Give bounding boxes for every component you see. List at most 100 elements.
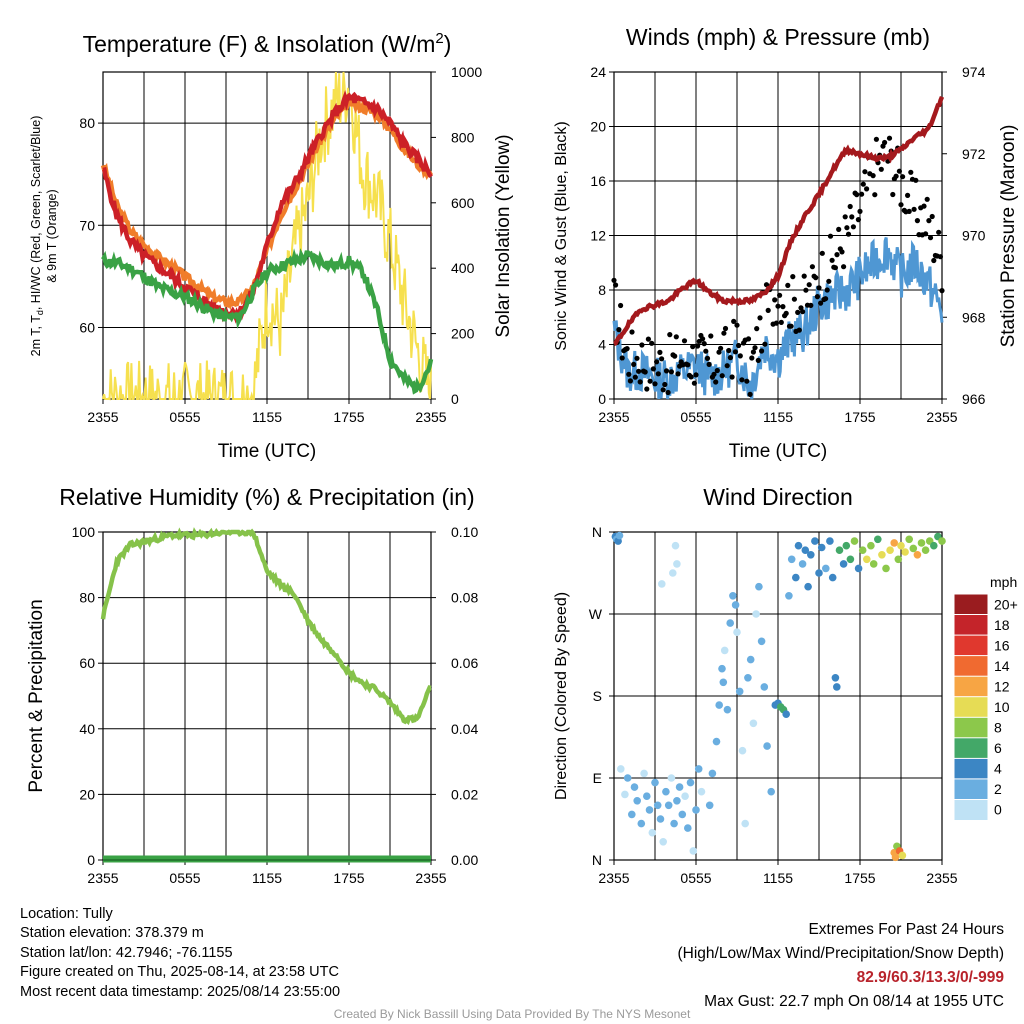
gust-point <box>834 252 840 258</box>
direction-point <box>831 674 840 682</box>
x-tick-label: 2355 <box>926 409 957 425</box>
station-elevation: Station elevation: 378.379 m <box>20 925 204 942</box>
gust-point <box>800 309 806 315</box>
gust-point <box>668 369 675 375</box>
direction-point <box>839 560 848 568</box>
x-tick-label: 2355 <box>415 409 446 425</box>
extremes-box: Extremes For Past 24 Hours (High/Low/Max… <box>678 918 1005 1014</box>
gust-point <box>827 233 834 239</box>
direction-point <box>909 544 918 553</box>
legend-label: 20+ <box>994 596 1018 612</box>
direction-point <box>746 655 755 664</box>
y2-tick-label: 974 <box>962 64 986 80</box>
legend-label: 18 <box>994 617 1010 633</box>
y-tick-label: 40 <box>79 721 95 737</box>
y-tick-label: 70 <box>79 217 95 233</box>
gust-point <box>650 366 657 372</box>
direction-point <box>689 847 698 855</box>
direction-point <box>662 787 670 796</box>
extremes-values: 82.9/60.3/13.3/0/-999 <box>856 969 1004 986</box>
gust-point <box>701 341 707 347</box>
direction-point <box>891 853 900 862</box>
recent-timestamp: Most recent data timestamp: 2025/08/14 2… <box>20 983 341 1000</box>
y-tick-label: 100 <box>72 524 96 540</box>
gust-point <box>842 214 848 220</box>
x-tick-label: 0555 <box>680 409 711 425</box>
direction-point <box>640 769 648 778</box>
gust-point <box>727 355 734 361</box>
direction-point <box>874 535 882 544</box>
gust-point <box>859 191 865 197</box>
gust-point <box>855 217 862 223</box>
direction-point <box>658 580 666 588</box>
gust-point <box>806 282 812 288</box>
direction-point <box>673 797 681 805</box>
direction-point <box>673 560 681 568</box>
station-info: Location: Tully Station elevation: 378.3… <box>20 905 340 1002</box>
direction-point <box>897 541 905 550</box>
gust-point <box>757 315 763 321</box>
direction-tick-label: S <box>593 688 602 704</box>
gust-point <box>762 341 768 347</box>
x-tick-label: 0555 <box>680 870 711 886</box>
direction-point <box>760 683 769 691</box>
gust-point <box>864 186 870 192</box>
gust-point <box>873 136 880 142</box>
gust-point <box>801 273 807 279</box>
gust-point <box>662 381 668 388</box>
gust-point <box>726 347 732 354</box>
direction-point <box>697 787 706 796</box>
direction-point <box>785 592 793 600</box>
gust-point <box>924 196 930 202</box>
direction-point <box>757 637 766 646</box>
gust-point <box>882 139 888 146</box>
y-tick-label: 20 <box>79 786 95 802</box>
gust-point <box>936 229 942 235</box>
gust-point <box>898 202 904 208</box>
direction-point <box>670 819 678 828</box>
y2-tick-label: 972 <box>962 146 986 162</box>
gust-point <box>616 327 622 333</box>
legend-swatch <box>953 614 989 636</box>
temperature-ylabel-right: Solar Insolation (Yellow) <box>493 134 514 337</box>
direction-point <box>938 537 946 545</box>
y2-tick-label: 800 <box>451 129 475 145</box>
gust-point <box>632 374 638 380</box>
direction-point <box>651 778 659 787</box>
y2-tick-label: 968 <box>962 309 986 325</box>
x-tick-label: 2355 <box>598 409 629 425</box>
gust-point <box>914 218 921 224</box>
gust-point <box>629 329 635 335</box>
gust-point <box>845 231 852 237</box>
gust-point <box>734 322 740 328</box>
gust-point <box>896 168 903 174</box>
y2-tick-label: 0.08 <box>451 590 478 606</box>
direction-point <box>886 546 894 554</box>
direction-point <box>792 573 800 582</box>
direction-point <box>744 674 752 682</box>
gust-point <box>772 297 778 303</box>
gust-point <box>819 250 825 256</box>
gust-point <box>667 332 673 338</box>
direction-point <box>659 838 667 846</box>
y2-tick-label: 0.02 <box>451 786 478 802</box>
gust-point <box>908 169 914 175</box>
direction-point <box>705 801 714 810</box>
direction-point <box>755 582 763 591</box>
legend-swatch <box>953 737 989 760</box>
direction-point <box>913 551 922 559</box>
direction-point <box>798 560 807 568</box>
gust-point <box>652 381 658 387</box>
gust-point <box>654 359 660 365</box>
gust-point <box>893 173 899 179</box>
direction-point <box>628 810 636 819</box>
gust-point <box>626 371 632 377</box>
gust-point <box>675 371 681 377</box>
legend-label: 8 <box>994 720 1002 736</box>
temperature-panel: Temperature (F) & Insolation (W/m2) Time… <box>29 30 514 462</box>
gust-point <box>860 181 866 187</box>
temperature-ylabel-left: 2m T, Td, HI/WC (Red, Green, Scarlet/Blu… <box>29 116 45 357</box>
direction-panel: Wind Direction Direction (Colored By Spe… <box>553 484 1018 886</box>
gust-point <box>713 379 719 385</box>
gust-point <box>886 135 893 141</box>
